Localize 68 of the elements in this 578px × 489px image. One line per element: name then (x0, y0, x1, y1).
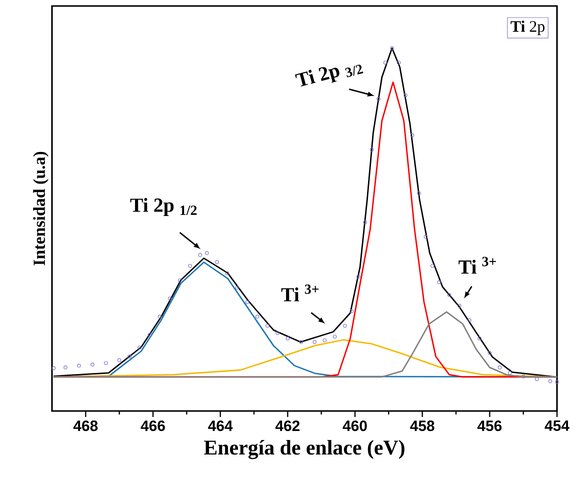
point (534, 377, 539, 381)
point (457, 304, 462, 308)
annotation: Ti $^{3+}$ (458, 256, 496, 274)
point (370, 148, 374, 152)
point (521, 374, 526, 378)
point (286, 336, 290, 340)
y-axis-title: Intensidad (u.a) (33, 152, 48, 266)
point (498, 366, 502, 370)
point (188, 264, 192, 268)
point (148, 332, 152, 337)
point (299, 340, 304, 344)
point (376, 97, 380, 101)
x-tick-label: 468 (73, 420, 98, 432)
point (356, 274, 360, 279)
x-tick-label: 456 (477, 420, 502, 432)
point (390, 46, 394, 50)
annotation: Ti $^{3+}$ (281, 284, 319, 302)
point (198, 253, 202, 257)
point (410, 133, 414, 138)
point (138, 346, 142, 350)
point (52, 366, 56, 370)
x-tick-label: 460 (342, 420, 367, 432)
point (104, 361, 108, 365)
annotation: Ti 2p $_{3/2}$ (294, 64, 364, 87)
point (342, 324, 347, 328)
annotation: Ti 2p $_{1/2}$ (130, 198, 197, 216)
point (424, 234, 428, 239)
point (350, 309, 354, 314)
point (64, 366, 68, 370)
point (276, 331, 280, 335)
point (245, 300, 250, 304)
point (447, 292, 452, 297)
text: Ti 2p (510, 20, 544, 36)
point (312, 340, 316, 344)
point (488, 351, 492, 355)
x-tick-label: 462 (275, 420, 300, 432)
point (430, 264, 434, 268)
point (168, 296, 172, 300)
x-tick-label: 458 (410, 420, 434, 432)
point (266, 324, 270, 328)
point (508, 370, 512, 375)
point (404, 93, 408, 98)
point (77, 364, 81, 368)
point (555, 380, 559, 384)
point (322, 338, 327, 342)
point (90, 362, 94, 366)
point (225, 271, 229, 275)
point (178, 278, 182, 282)
point (417, 191, 421, 196)
point (468, 318, 472, 322)
point (117, 358, 122, 362)
point (204, 251, 209, 256)
x-tick-label: 466 (140, 420, 165, 432)
point (128, 354, 132, 358)
point (255, 314, 260, 319)
x-tick-label: 454 (544, 420, 570, 431)
point (332, 334, 337, 339)
point (235, 286, 240, 290)
point (215, 260, 219, 264)
point (383, 60, 388, 65)
x-axis-title: Energía de enlace (eV) (204, 440, 404, 460)
point (548, 379, 552, 384)
point (363, 220, 367, 224)
point (396, 60, 401, 65)
point (478, 336, 482, 340)
point (437, 280, 442, 284)
point (158, 314, 162, 319)
x-tick-label: 464 (208, 420, 233, 432)
